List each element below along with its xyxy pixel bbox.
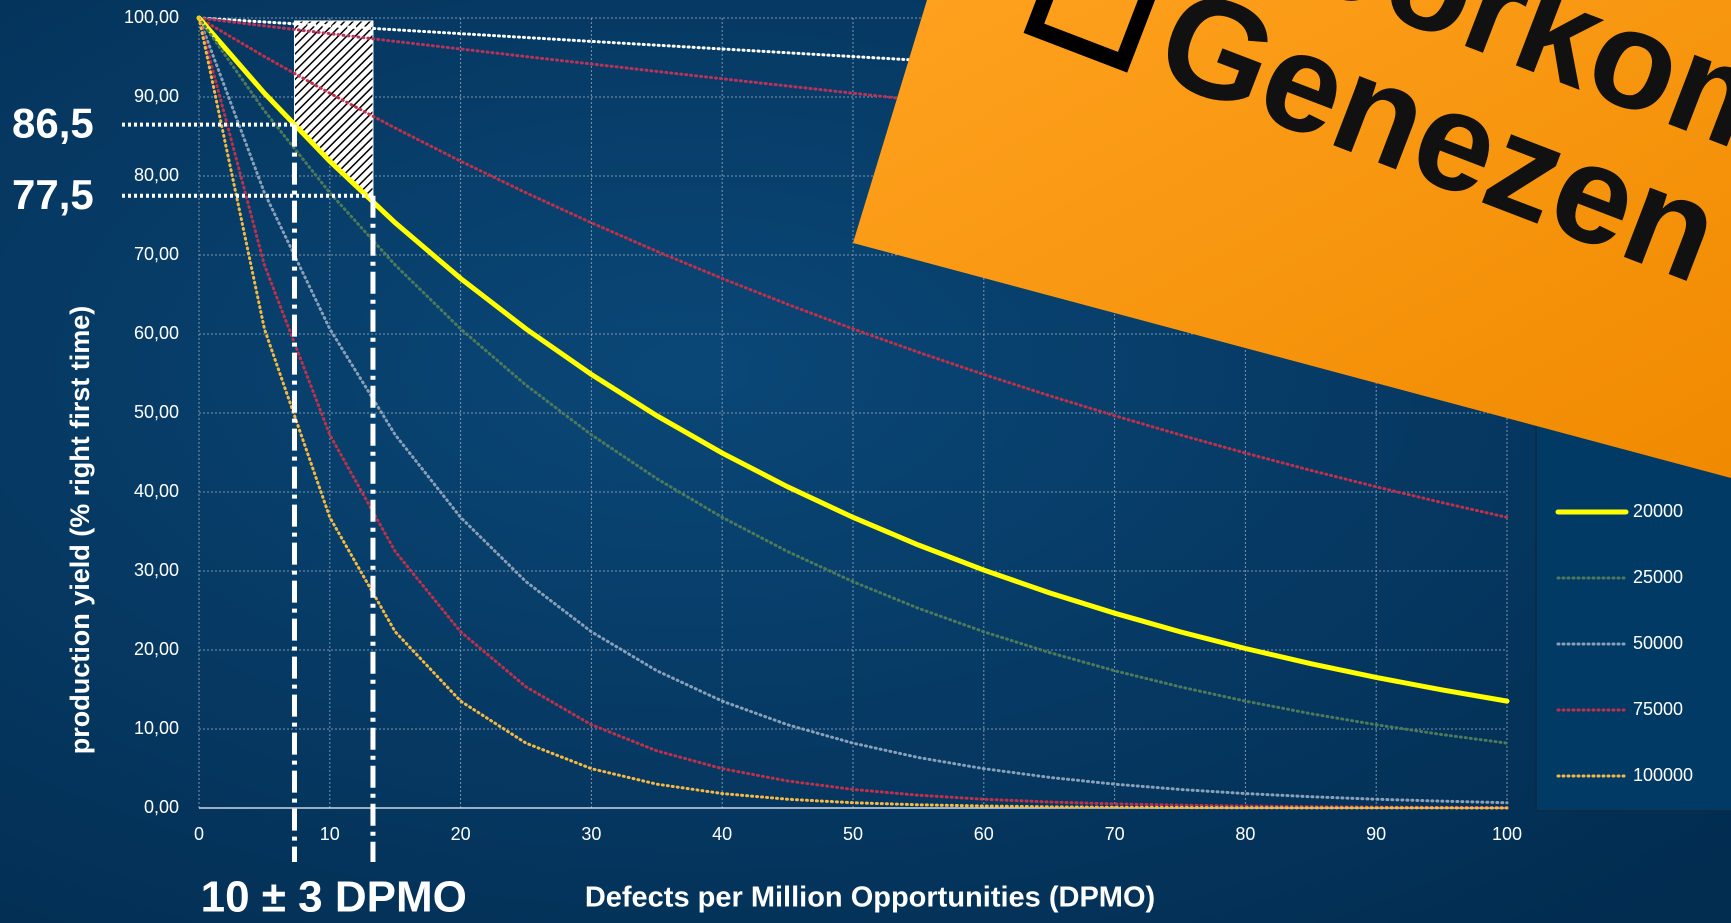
series-line [197, 16, 1509, 745]
legend-label: 75000 [1633, 699, 1683, 719]
y-tick-label: 90,00 [134, 86, 179, 106]
x-axis-title: Defects per Million Opportunities (DPMO) [585, 882, 1155, 914]
x-tick-label: 30 [581, 824, 601, 844]
legend-label: 50000 [1633, 633, 1683, 653]
x-tick-label: 70 [1105, 824, 1125, 844]
y-tick-label: 80,00 [134, 165, 179, 185]
sticker-background [853, 0, 1731, 478]
legend-label: 25000 [1633, 567, 1683, 587]
annotations: 86,5 77,5 10 ± 3 DPMO [12, 100, 467, 922]
y-tick-label: 70,00 [134, 244, 179, 264]
y-tick-label: 10,00 [134, 718, 179, 738]
grid: 0,00 10,00 20,00 30,00 40,00 50,00 60,00 70,00 8… [124, 7, 1522, 844]
sticker: Voorkom Genezen [853, 0, 1731, 478]
series-line [197, 16, 1509, 805]
x-tick-label: 80 [1235, 824, 1255, 844]
x-tick-label: 20 [451, 824, 471, 844]
series-line [196, 15, 1510, 704]
marker-label: 86,5 [12, 100, 94, 147]
y-tick-label: 50,00 [134, 402, 179, 422]
y-tick-label: 20,00 [134, 639, 179, 659]
x-tick-label: 40 [712, 824, 732, 844]
y-tick-label: 100,00 [124, 7, 179, 27]
x-tick-label: 0 [194, 824, 204, 844]
marker-label: 77,5 [12, 171, 94, 218]
x-tick-label: 60 [974, 824, 994, 844]
series-line [197, 16, 1509, 519]
range-label: 10 ± 3 DPMO [201, 873, 467, 922]
x-tick-label: 90 [1366, 824, 1386, 844]
series-line [197, 16, 1509, 810]
y-tick-label: 30,00 [134, 560, 179, 580]
y-tick-label: 40,00 [134, 481, 179, 501]
y-tick-label: 60,00 [134, 323, 179, 343]
legend-label: 20000 [1633, 501, 1683, 521]
x-tick-label: 50 [843, 824, 863, 844]
series-line [197, 16, 1509, 810]
x-tick-label: 10 [320, 824, 340, 844]
checkbox [1023, 0, 1167, 73]
y-axis-title: production yield (% right first time) [65, 306, 95, 755]
legend-label: 100000 [1633, 765, 1693, 785]
x-tick-label: 100 [1492, 824, 1522, 844]
y-tick-label: 0,00 [144, 797, 179, 817]
